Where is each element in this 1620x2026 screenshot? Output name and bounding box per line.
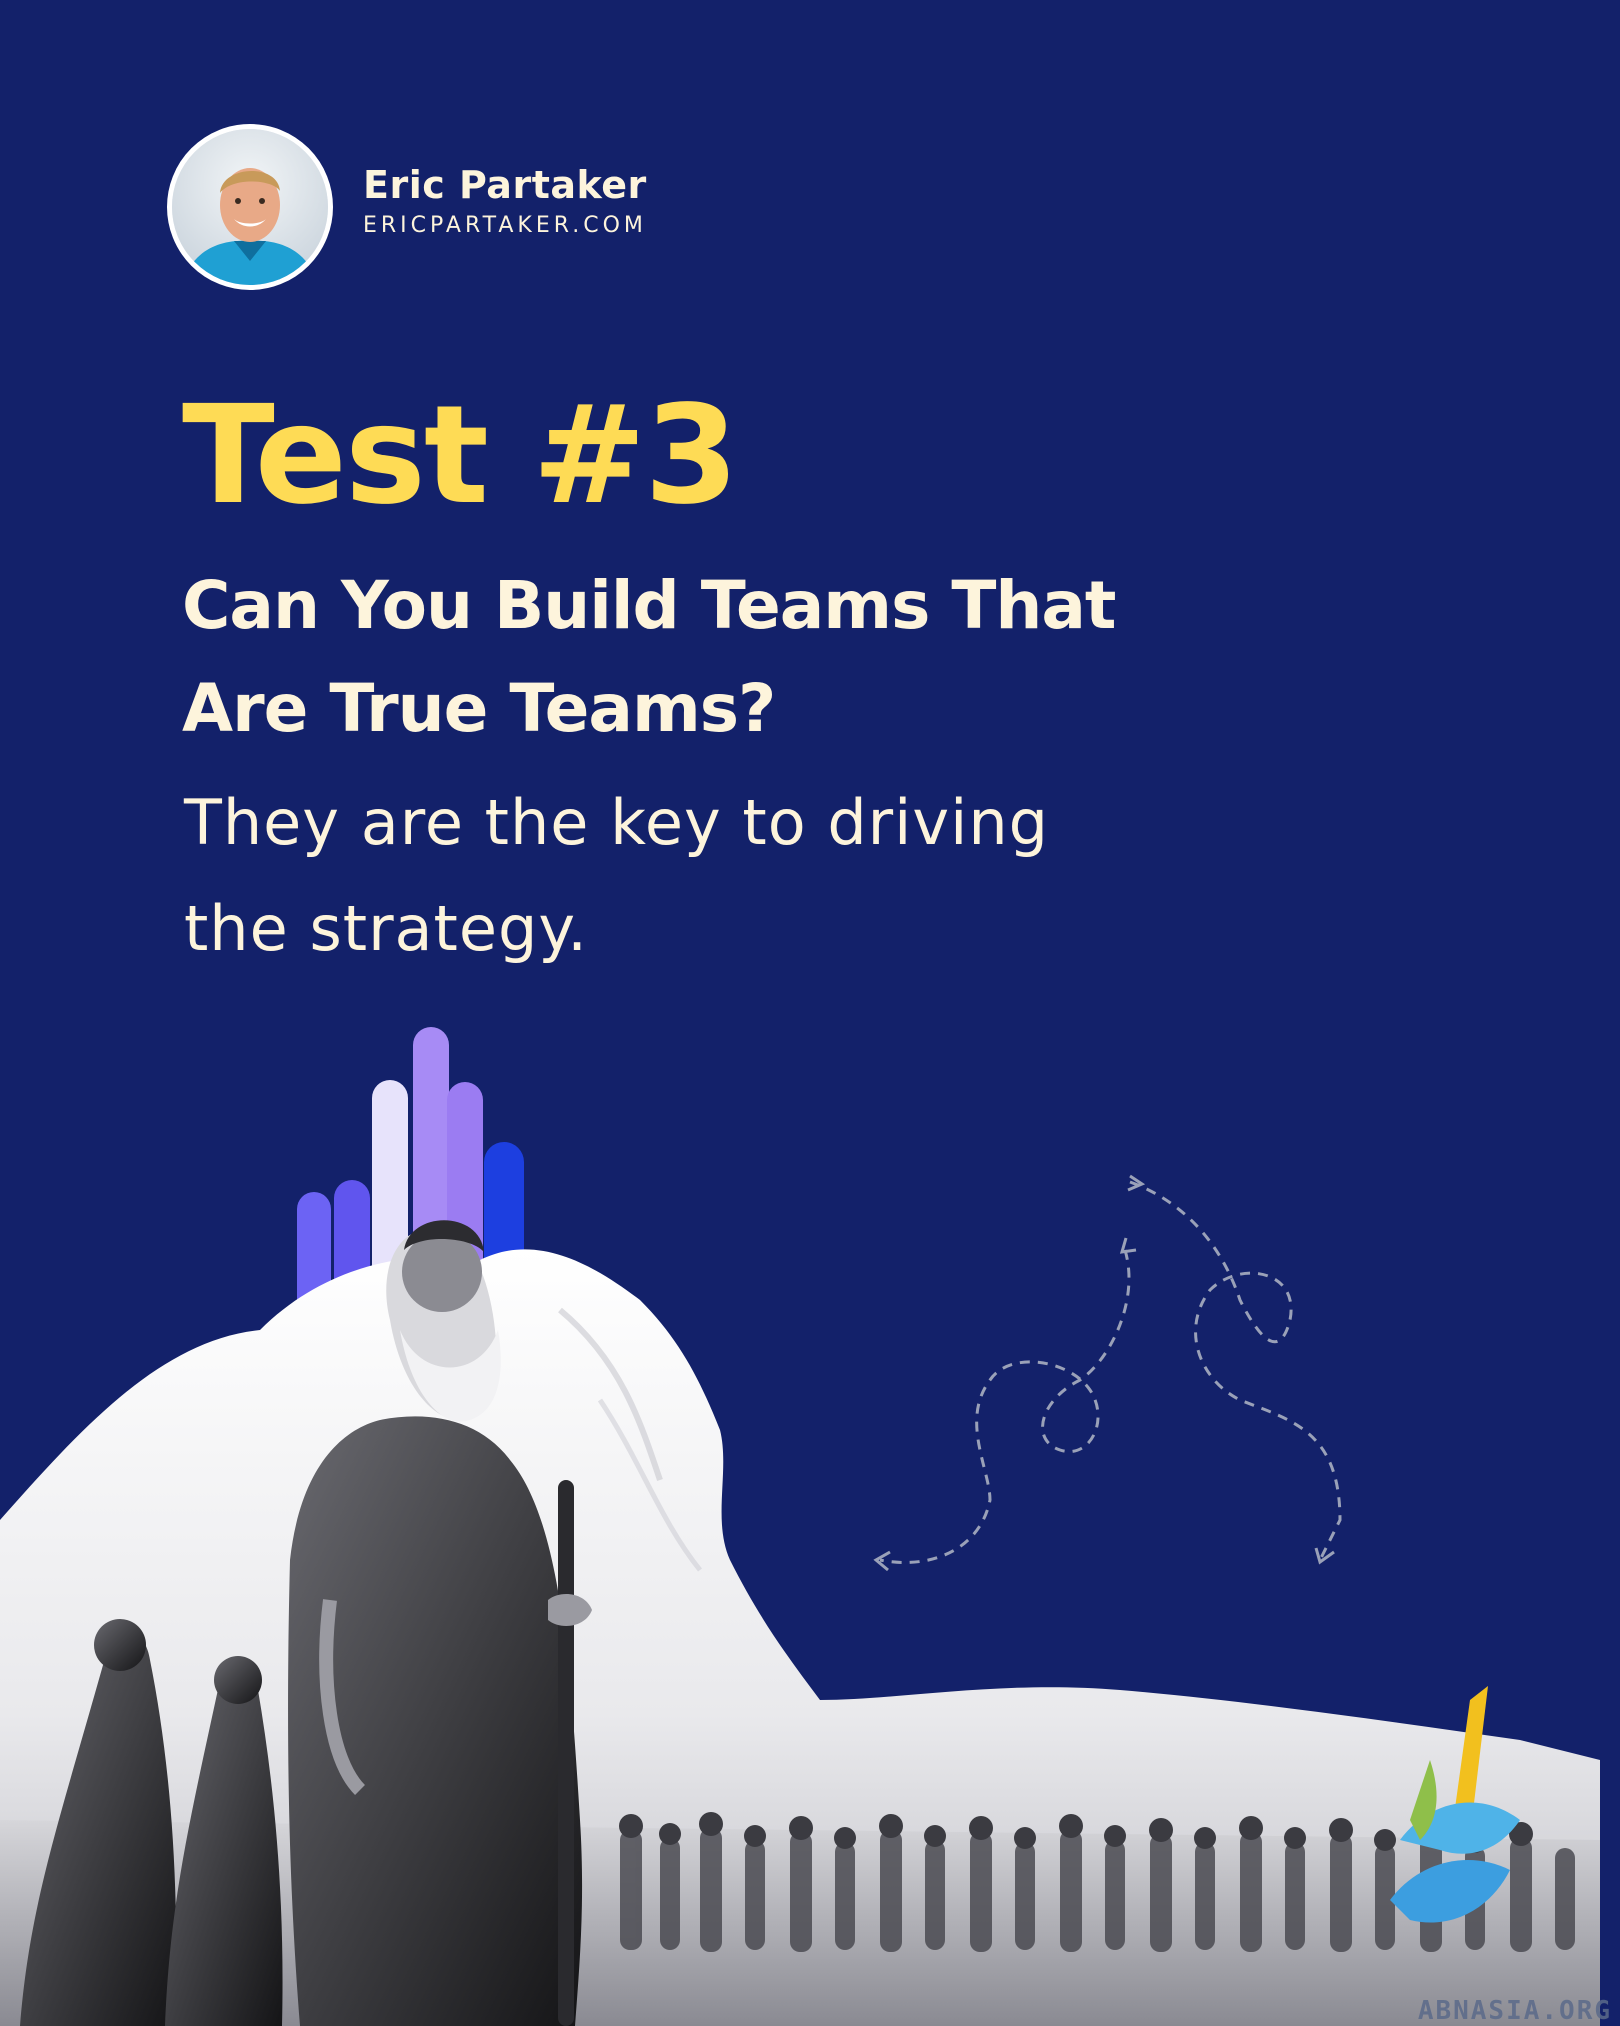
subheadline-line-2: Are True Teams? [182, 670, 776, 747]
dashed-arrows-icon [873, 1174, 1342, 1572]
body-line-2: the strategy. [184, 892, 588, 965]
author-website: ERICPARTAKER.COM [363, 212, 647, 238]
author-text: Eric Partaker ERICPARTAKER.COM [363, 163, 647, 238]
subheadline: Can You Build Teams That Are True Teams? [182, 554, 1116, 760]
body-line-1: They are the key to driving [184, 786, 1049, 859]
headline: Test #3 [182, 377, 739, 535]
avatar-portrait-icon [172, 129, 328, 285]
body-text: They are the key to driving the strategy… [184, 770, 1049, 982]
stylized-bird-logo-icon [1390, 1686, 1520, 1923]
subheadline-line-1: Can You Build Teams That [182, 567, 1116, 644]
author-name: Eric Partaker [363, 162, 647, 207]
avatar [167, 124, 333, 290]
robed-figure [288, 1220, 592, 2026]
author-block: Eric Partaker ERICPARTAKER.COM [167, 124, 647, 290]
watermark: ABNASIA.ORG [1417, 1996, 1612, 2026]
artwork-illustration [0, 1027, 1600, 2026]
